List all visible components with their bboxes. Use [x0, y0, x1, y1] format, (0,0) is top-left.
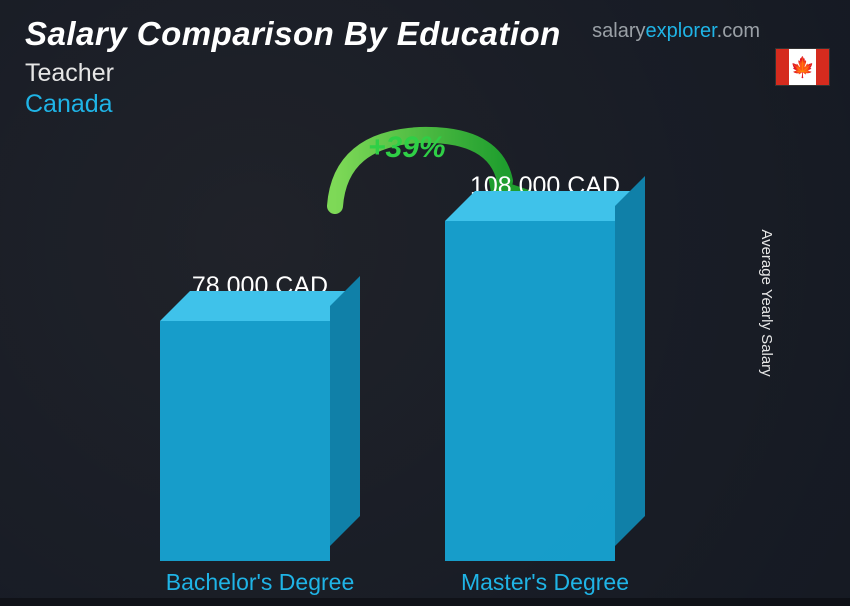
page-subtitle: Teacher	[25, 59, 561, 88]
bar3d-bachelors	[160, 321, 360, 561]
percent-increase-badge: +39%	[368, 131, 446, 165]
chart-area: +39% 78,000 CAD Bachelor's Degree 108,00…	[0, 146, 850, 606]
brand-part2: explorer	[646, 20, 717, 42]
category-label-bachelors: Bachelor's Degree	[110, 569, 410, 596]
infographic-canvas: Salary Comparison By Education Teacher C…	[0, 0, 850, 606]
header-block: Salary Comparison By Education Teacher C…	[25, 15, 561, 119]
flag-stripe-left	[776, 49, 789, 85]
country-flag-icon: 🍁	[775, 48, 830, 86]
flag-stripe-right	[816, 49, 829, 85]
brand-part3: .com	[717, 20, 760, 42]
brand-logo: salaryexplorer.com	[592, 20, 760, 43]
bar3d-masters	[445, 221, 645, 561]
brand-part1: salary	[592, 20, 645, 42]
page-country: Canada	[25, 90, 561, 119]
flag-maple-leaf-icon: 🍁	[789, 49, 816, 85]
page-title: Salary Comparison By Education	[25, 15, 561, 53]
category-label-masters: Master's Degree	[395, 569, 695, 596]
footer-shadow	[0, 598, 850, 606]
